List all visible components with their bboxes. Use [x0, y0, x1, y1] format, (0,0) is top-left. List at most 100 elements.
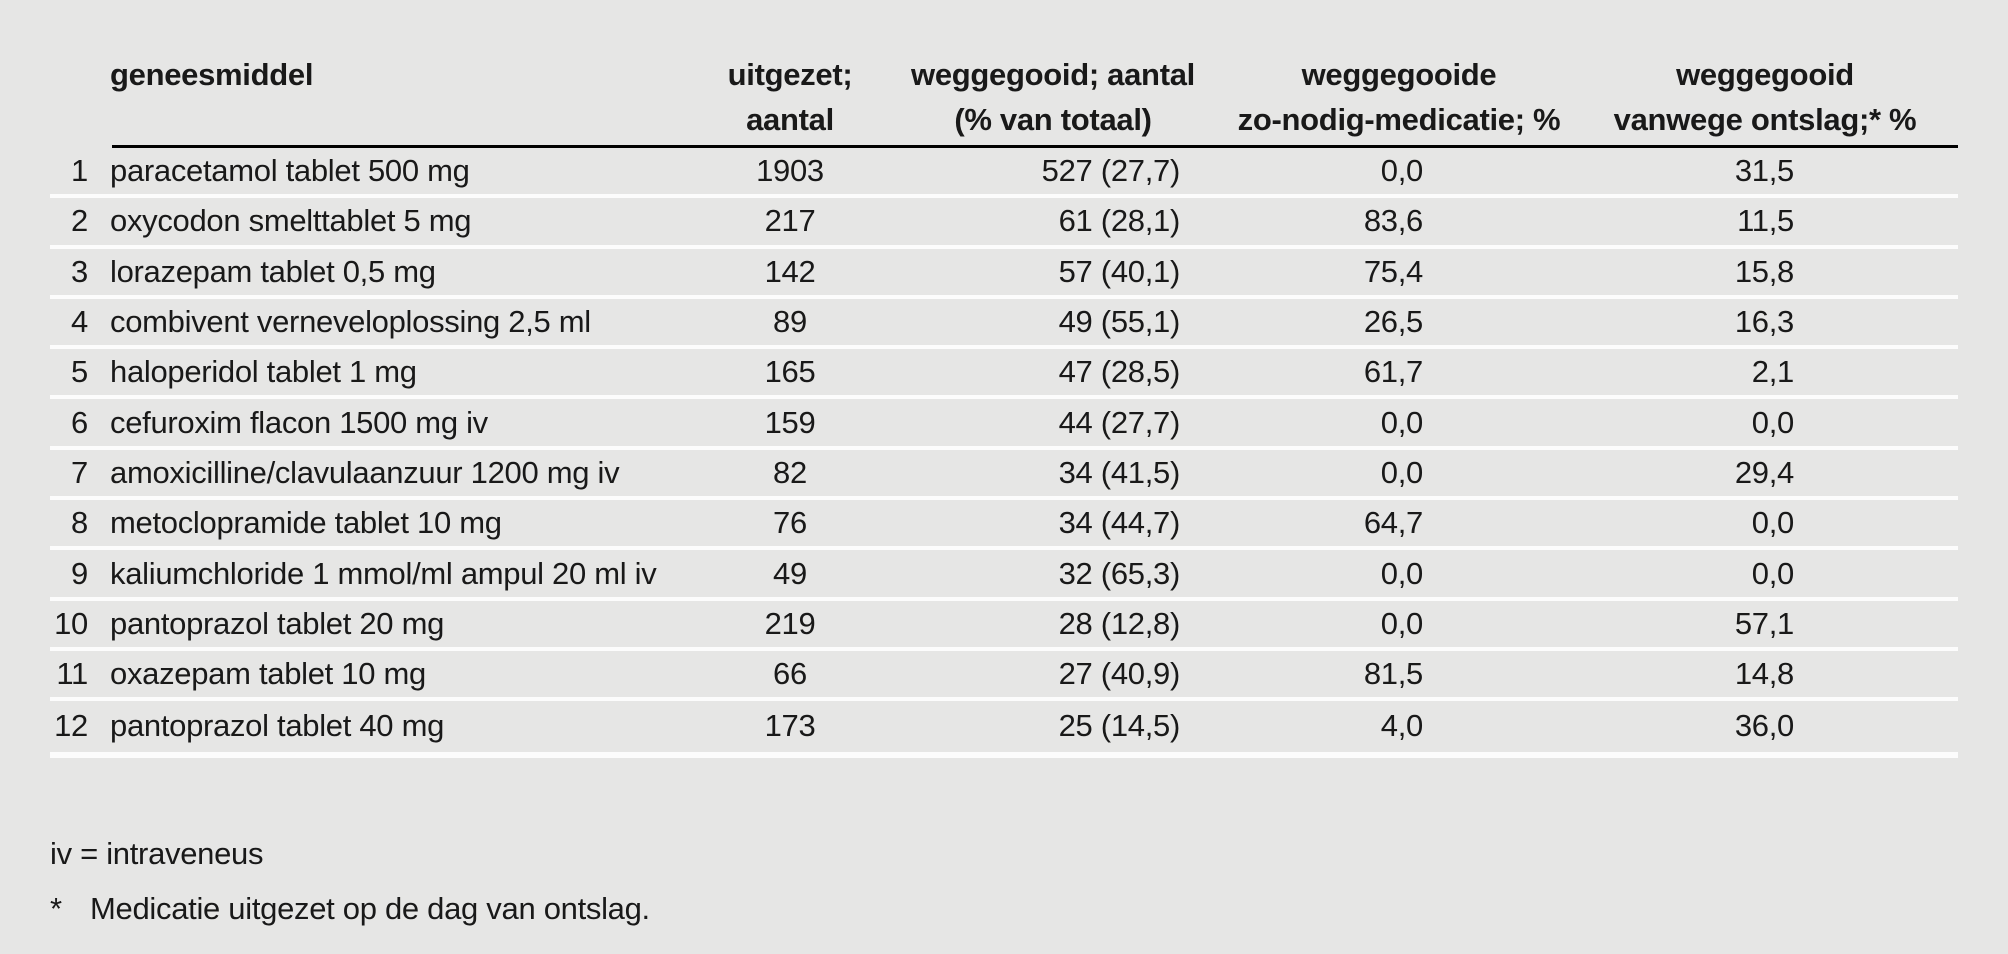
cell-ontslag: 0,0 [1751, 505, 1795, 541]
cell-name: haloperidol tablet 1 mg [110, 354, 417, 390]
cell-num: 7 [71, 454, 88, 490]
table-row: 12 pantoprazol tablet 40 mg 173 25 (14,5) 4,… [50, 701, 1958, 751]
cell-uitgezet: 66 [773, 656, 807, 692]
footnote-asterisk: * Medicatie uitgezet op de dag van ontsl… [50, 891, 650, 927]
cell-ontslag: 15,8 [1734, 253, 1794, 289]
header-line-empty [50, 52, 88, 97]
cell-ontslag: 11,5 [1737, 203, 1794, 239]
cell-weggegooid: 44 (27,7) [1058, 404, 1181, 440]
header-label: weggegooide [1301, 57, 1497, 92]
cell-ontslag: 14,8 [1734, 656, 1794, 692]
table-row: 1 paracetamol tablet 500 mg 1903 527 (27,7)… [50, 148, 1958, 199]
cell-zonodig: 4,0 [1380, 708, 1424, 744]
cell-zonodig: 0,0 [1380, 404, 1424, 440]
header-label: zo-nodig-medicatie; % [1237, 102, 1561, 137]
footnote-asterisk-marker: * [50, 891, 62, 926]
cell-name: pantoprazol tablet 20 mg [110, 605, 445, 641]
cell-uitgezet: 1903 [756, 153, 824, 189]
footnote-iv: iv = intraveneus [50, 836, 264, 871]
medication-table-figure: geneesmiddel uitgezet; aantal weggegooid… [50, 0, 1958, 758]
header-label: uitgezet; [727, 57, 853, 92]
cell-num: 10 [54, 605, 88, 641]
cell-zonodig: 75,4 [1363, 253, 1423, 289]
cell-uitgezet: 159 [764, 404, 816, 440]
cell-ontslag: 0,0 [1751, 404, 1795, 440]
table-row: 11 oxazepam tablet 10 mg 66 27 (40,9) 81,5 14… [50, 651, 1958, 702]
cell-uitgezet: 219 [764, 605, 816, 641]
cell-ontslag: 0,0 [1751, 555, 1795, 591]
cell-uitgezet: 89 [773, 304, 807, 340]
cell-ontslag: 2,1 [1751, 354, 1795, 390]
cell-name: amoxicilline/clavulaanzuur 1200 mg iv [110, 454, 620, 490]
header-uitgezet-aantal: uitgezet; aantal [700, 52, 880, 142]
header-geneesmiddel: geneesmiddel [88, 52, 700, 142]
table-row: 2 oxycodon smelttablet 5 mg 217 61 (28,1) 83… [50, 198, 1958, 249]
table-header: geneesmiddel uitgezet; aantal weggegooid… [50, 0, 1958, 148]
cell-zonodig: 0,0 [1380, 605, 1424, 641]
cell-num: 12 [54, 708, 88, 744]
cell-ontslag: 31,5 [1734, 153, 1794, 189]
header-line-empty [110, 97, 700, 142]
table-bottom-rule [50, 751, 1958, 758]
footnote-asterisk-text: Medicatie uitgezet op de dag van ontslag… [90, 891, 650, 926]
cell-num: 2 [71, 203, 88, 239]
cell-weggegooid: 47 (28,5) [1058, 354, 1181, 390]
cell-zonodig: 64,7 [1363, 505, 1423, 541]
table-row: 5 haloperidol tablet 1 mg 165 47 (28,5) 61,7… [50, 349, 1958, 400]
header-zonodig-medicatie: weggegooide zo-nodig-medicatie; % [1226, 52, 1572, 142]
cell-uitgezet: 165 [764, 354, 816, 390]
cell-num: 9 [71, 555, 88, 591]
header-label: aantal [746, 102, 834, 137]
cell-num: 11 [56, 656, 88, 692]
header-vanwege-ontslag: weggegooid vanwege ontslag;* % [1572, 52, 1958, 142]
cell-uitgezet: 76 [773, 505, 807, 541]
cell-weggegooid: 27 (40,9) [1058, 656, 1181, 692]
cell-name: pantoprazol tablet 40 mg [110, 708, 445, 744]
header-row-number [50, 52, 88, 142]
cell-zonodig: 61,7 [1363, 354, 1423, 390]
cell-name: oxycodon smelttablet 5 mg [110, 203, 472, 239]
table-row: 8 metoclopramide tablet 10 mg 76 34 (44,7) 6… [50, 500, 1958, 551]
cell-zonodig: 0,0 [1380, 555, 1424, 591]
cell-zonodig: 26,5 [1363, 304, 1423, 340]
cell-zonodig: 81,5 [1363, 656, 1423, 692]
cell-weggegooid: 49 (55,1) [1058, 304, 1181, 340]
cell-name: kaliumchloride 1 mmol/ml ampul 20 ml iv [110, 555, 657, 591]
cell-zonodig: 0,0 [1380, 153, 1424, 189]
table-row: 10 pantoprazol tablet 20 mg 219 28 (12,8) 0,… [50, 601, 1958, 651]
table-row: 9 kaliumchloride 1 mmol/ml ampul 20 ml iv… [50, 550, 1958, 601]
table-row: 4 combivent verneveloplossing 2,5 ml 89 49 … [50, 299, 1958, 350]
cell-num: 6 [71, 404, 88, 440]
cell-num: 5 [71, 354, 88, 390]
table-header-row: geneesmiddel uitgezet; aantal weggegooid… [50, 52, 1958, 142]
cell-name: lorazepam tablet 0,5 mg [110, 253, 436, 289]
header-label: vanwege ontslag;* % [1613, 102, 1917, 137]
cell-uitgezet: 217 [764, 203, 816, 239]
table-row: 6 cefuroxim flacon 1500 mg iv 159 44 (27,7)… [50, 399, 1958, 450]
table-body: 1 paracetamol tablet 500 mg 1903 527 (27,7)… [50, 148, 1958, 752]
cell-num: 1 [71, 153, 88, 189]
cell-weggegooid: 34 (44,7) [1058, 505, 1181, 541]
header-label: geneesmiddel [110, 57, 314, 92]
cell-weggegooid: 34 (41,5) [1058, 454, 1181, 490]
table-row: 7 amoxicilline/clavulaanzuur 1200 mg iv 82… [50, 450, 1958, 501]
header-label: (% van totaal) [954, 102, 1152, 137]
table-row: 3 lorazepam tablet 0,5 mg 142 57 (40,1) 75,4… [50, 249, 1958, 299]
cell-zonodig: 0,0 [1380, 454, 1424, 490]
cell-ontslag: 16,3 [1734, 304, 1794, 340]
cell-uitgezet: 82 [773, 454, 807, 490]
cell-num: 4 [71, 304, 88, 340]
cell-name: cefuroxim flacon 1500 mg iv [110, 404, 488, 440]
cell-num: 3 [71, 253, 88, 289]
cell-name: oxazepam tablet 10 mg [110, 656, 426, 692]
cell-name: metoclopramide tablet 10 mg [110, 505, 502, 541]
cell-ontslag: 29,4 [1734, 454, 1794, 490]
header-label: weggegooid [1676, 57, 1854, 92]
cell-weggegooid: 61 (28,1) [1058, 203, 1181, 239]
cell-weggegooid: 57 (40,1) [1058, 253, 1181, 289]
cell-uitgezet: 49 [773, 555, 807, 591]
cell-name: combivent verneveloplossing 2,5 ml [110, 304, 591, 340]
header-weggegooid-aantal: weggegooid; aantal (% van totaal) [880, 52, 1226, 142]
cell-weggegooid: 527 (27,7) [1041, 153, 1181, 189]
